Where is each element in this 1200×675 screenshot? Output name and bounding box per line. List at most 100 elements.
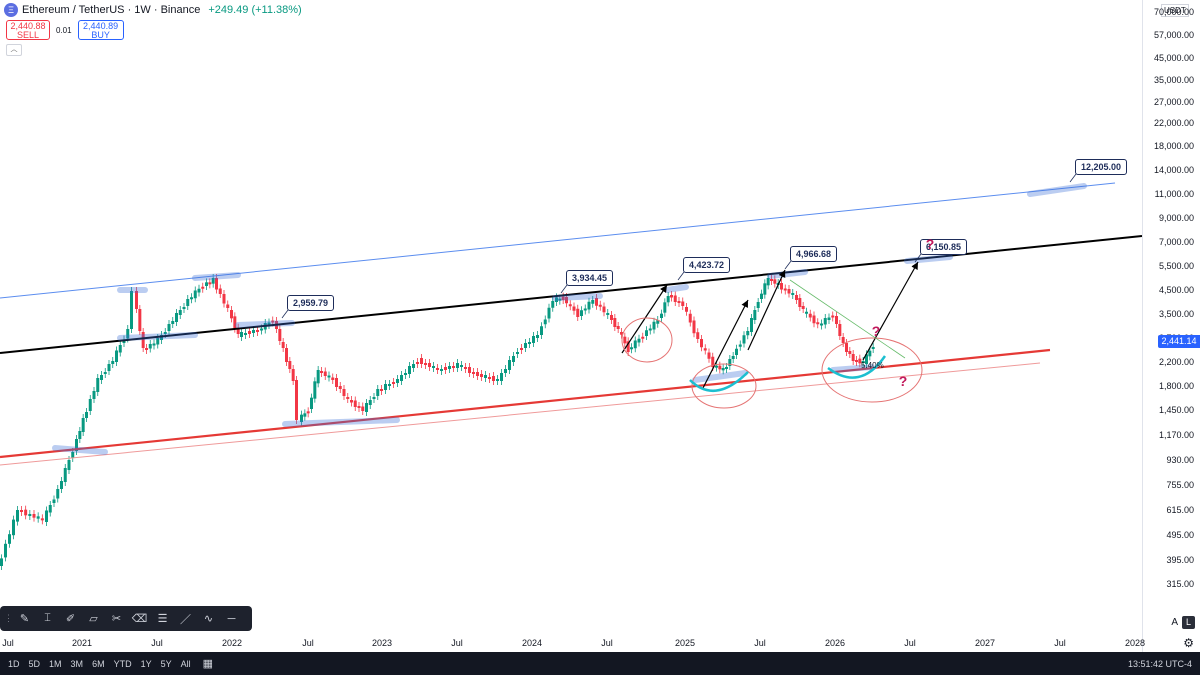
candle-body bbox=[641, 336, 645, 339]
candle-body bbox=[215, 278, 218, 290]
price-tick: 22,000.00 bbox=[1153, 118, 1194, 128]
candle-body bbox=[516, 352, 519, 354]
calendar-icon[interactable]: ▦ bbox=[202, 658, 214, 670]
price-label[interactable]: 2,959.79 bbox=[287, 295, 335, 311]
candle-body bbox=[380, 389, 383, 391]
candle-body bbox=[681, 301, 685, 306]
candle-body bbox=[211, 278, 215, 284]
candle-body bbox=[320, 371, 323, 373]
auto-scale-button[interactable]: A bbox=[1171, 617, 1178, 628]
candle-body bbox=[267, 322, 271, 325]
price-tick: 4,500.00 bbox=[1158, 285, 1194, 295]
question-mark: ? bbox=[925, 236, 935, 252]
candle-body bbox=[816, 322, 820, 325]
price-tick: 27,000.00 bbox=[1153, 97, 1194, 107]
price-label[interactable]: 12,205.00 bbox=[1075, 159, 1128, 175]
price-label[interactable]: 4,966.68 bbox=[790, 246, 838, 262]
sell-price: 2,440.88 bbox=[10, 21, 46, 31]
candle-body bbox=[673, 295, 677, 302]
chart-area[interactable]: Ξ Ethereum / TetherUS · 1W · Binance +24… bbox=[0, 0, 1200, 652]
candle-body bbox=[92, 391, 96, 399]
cup-curve bbox=[689, 371, 749, 393]
candle-body bbox=[731, 356, 735, 359]
candle-body bbox=[587, 301, 591, 310]
time-scale[interactable]: Jul 2021 Jul 2022 Jul 2023 Jul 2024 Jul 2025 Jul 20… bbox=[0, 624, 1145, 652]
candle-body bbox=[303, 413, 307, 417]
candle-body bbox=[376, 389, 380, 396]
brush-icon[interactable]: ✎ bbox=[19, 613, 30, 625]
candle-body bbox=[595, 298, 598, 306]
range-button-5d[interactable]: 5D bbox=[28, 658, 41, 669]
buy-button[interactable]: 2,440.89 BUY bbox=[77, 20, 124, 40]
range-button-3m[interactable]: 3M bbox=[70, 658, 84, 669]
range-button-all[interactable]: All bbox=[180, 658, 191, 669]
price-chart[interactable] bbox=[0, 0, 1142, 624]
candle-body bbox=[141, 332, 145, 348]
candle-body bbox=[260, 328, 263, 331]
candle-body bbox=[760, 293, 763, 299]
candle-body bbox=[135, 291, 138, 309]
price-scale[interactable]: USDT 70,000.00 57,000.00 45,000.00 35,000.0… bbox=[1142, 0, 1200, 652]
price-tick: 755.00 bbox=[1166, 480, 1194, 490]
drag-handle-icon[interactable]: ⋮ bbox=[4, 613, 13, 623]
horizontal-line-icon[interactable]: ─ bbox=[227, 612, 236, 625]
candle-body bbox=[75, 439, 78, 451]
candle-body bbox=[316, 370, 320, 384]
candle-body bbox=[335, 378, 338, 387]
candle-body bbox=[248, 331, 251, 334]
gear-icon[interactable]: ⚙ bbox=[1183, 636, 1194, 650]
price-label[interactable]: 3,934.45 bbox=[566, 270, 614, 286]
range-button-1y[interactable]: 1Y bbox=[140, 658, 152, 669]
marker-icon[interactable]: ✂ bbox=[111, 613, 122, 625]
price-tick: 35,000.00 bbox=[1153, 75, 1194, 85]
highlight-zone bbox=[904, 254, 953, 264]
trendline-icon[interactable]: ／ bbox=[180, 613, 191, 626]
time-tick: 2023 bbox=[371, 638, 393, 648]
time-tick: 2024 bbox=[521, 638, 543, 648]
text-icon[interactable]: ⌶ bbox=[44, 612, 51, 624]
candle-body bbox=[551, 301, 555, 308]
symbol-title[interactable]: Ethereum / TetherUS · 1W · Binance bbox=[22, 4, 201, 16]
candle-body bbox=[100, 375, 103, 380]
candle-body bbox=[602, 306, 606, 313]
label-connector bbox=[560, 284, 568, 294]
candle-body bbox=[291, 369, 295, 381]
range-button-5y[interactable]: 5Y bbox=[160, 658, 172, 669]
label-connector bbox=[914, 253, 922, 263]
candle-body bbox=[388, 384, 391, 386]
fib-icon[interactable]: ☰ bbox=[157, 613, 168, 625]
path-icon[interactable]: ∿ bbox=[203, 613, 214, 625]
eraser-icon[interactable]: ⌫ bbox=[131, 613, 148, 625]
range-button-1d[interactable]: 1D bbox=[8, 658, 20, 669]
candle-body bbox=[848, 351, 852, 354]
price-label[interactable]: 4,423.72 bbox=[683, 257, 731, 273]
candle-body bbox=[190, 297, 193, 300]
sell-button[interactable]: 2,440.88 SELL bbox=[6, 20, 50, 40]
candle-body bbox=[32, 514, 36, 518]
candle-body bbox=[688, 313, 692, 323]
pen-icon[interactable]: ✐ bbox=[65, 613, 76, 625]
price-tick: 70,000.00 bbox=[1153, 7, 1194, 17]
range-button-6m[interactable]: 6M bbox=[92, 658, 105, 669]
time-tick: Jul bbox=[2, 638, 14, 648]
candle-body bbox=[576, 308, 580, 317]
circle-annotation bbox=[621, 317, 673, 363]
log-scale-button[interactable]: L bbox=[1182, 616, 1195, 629]
price-tick: 495.00 bbox=[1166, 530, 1194, 540]
bottom-toolbar: 1D 5D 1M 3M 6M YTD 1Y 5Y All ▦ 13:51:42 UTC-4 bbox=[0, 652, 1200, 675]
range-button-ytd[interactable]: YTD bbox=[113, 658, 132, 669]
range-button-1m[interactable]: 1M bbox=[49, 658, 62, 669]
candle-body bbox=[448, 366, 451, 369]
price-tick: 18,000.00 bbox=[1153, 141, 1194, 151]
price-label[interactable]: 6,150.85 bbox=[920, 239, 968, 255]
candle-body bbox=[656, 320, 660, 324]
candle-body bbox=[48, 505, 52, 513]
symbol-legend: Ξ Ethereum / TetherUS · 1W · Binance +24… bbox=[4, 3, 302, 17]
candle-body bbox=[812, 315, 816, 324]
candle-body bbox=[368, 400, 372, 405]
highlighter-icon[interactable]: ▱ bbox=[89, 613, 98, 625]
currency-selector[interactable]: USDT bbox=[1161, 4, 1189, 17]
candle-body bbox=[700, 339, 703, 348]
collapse-legend-button[interactable]: ︿ bbox=[6, 44, 22, 56]
candle-body bbox=[613, 318, 617, 327]
